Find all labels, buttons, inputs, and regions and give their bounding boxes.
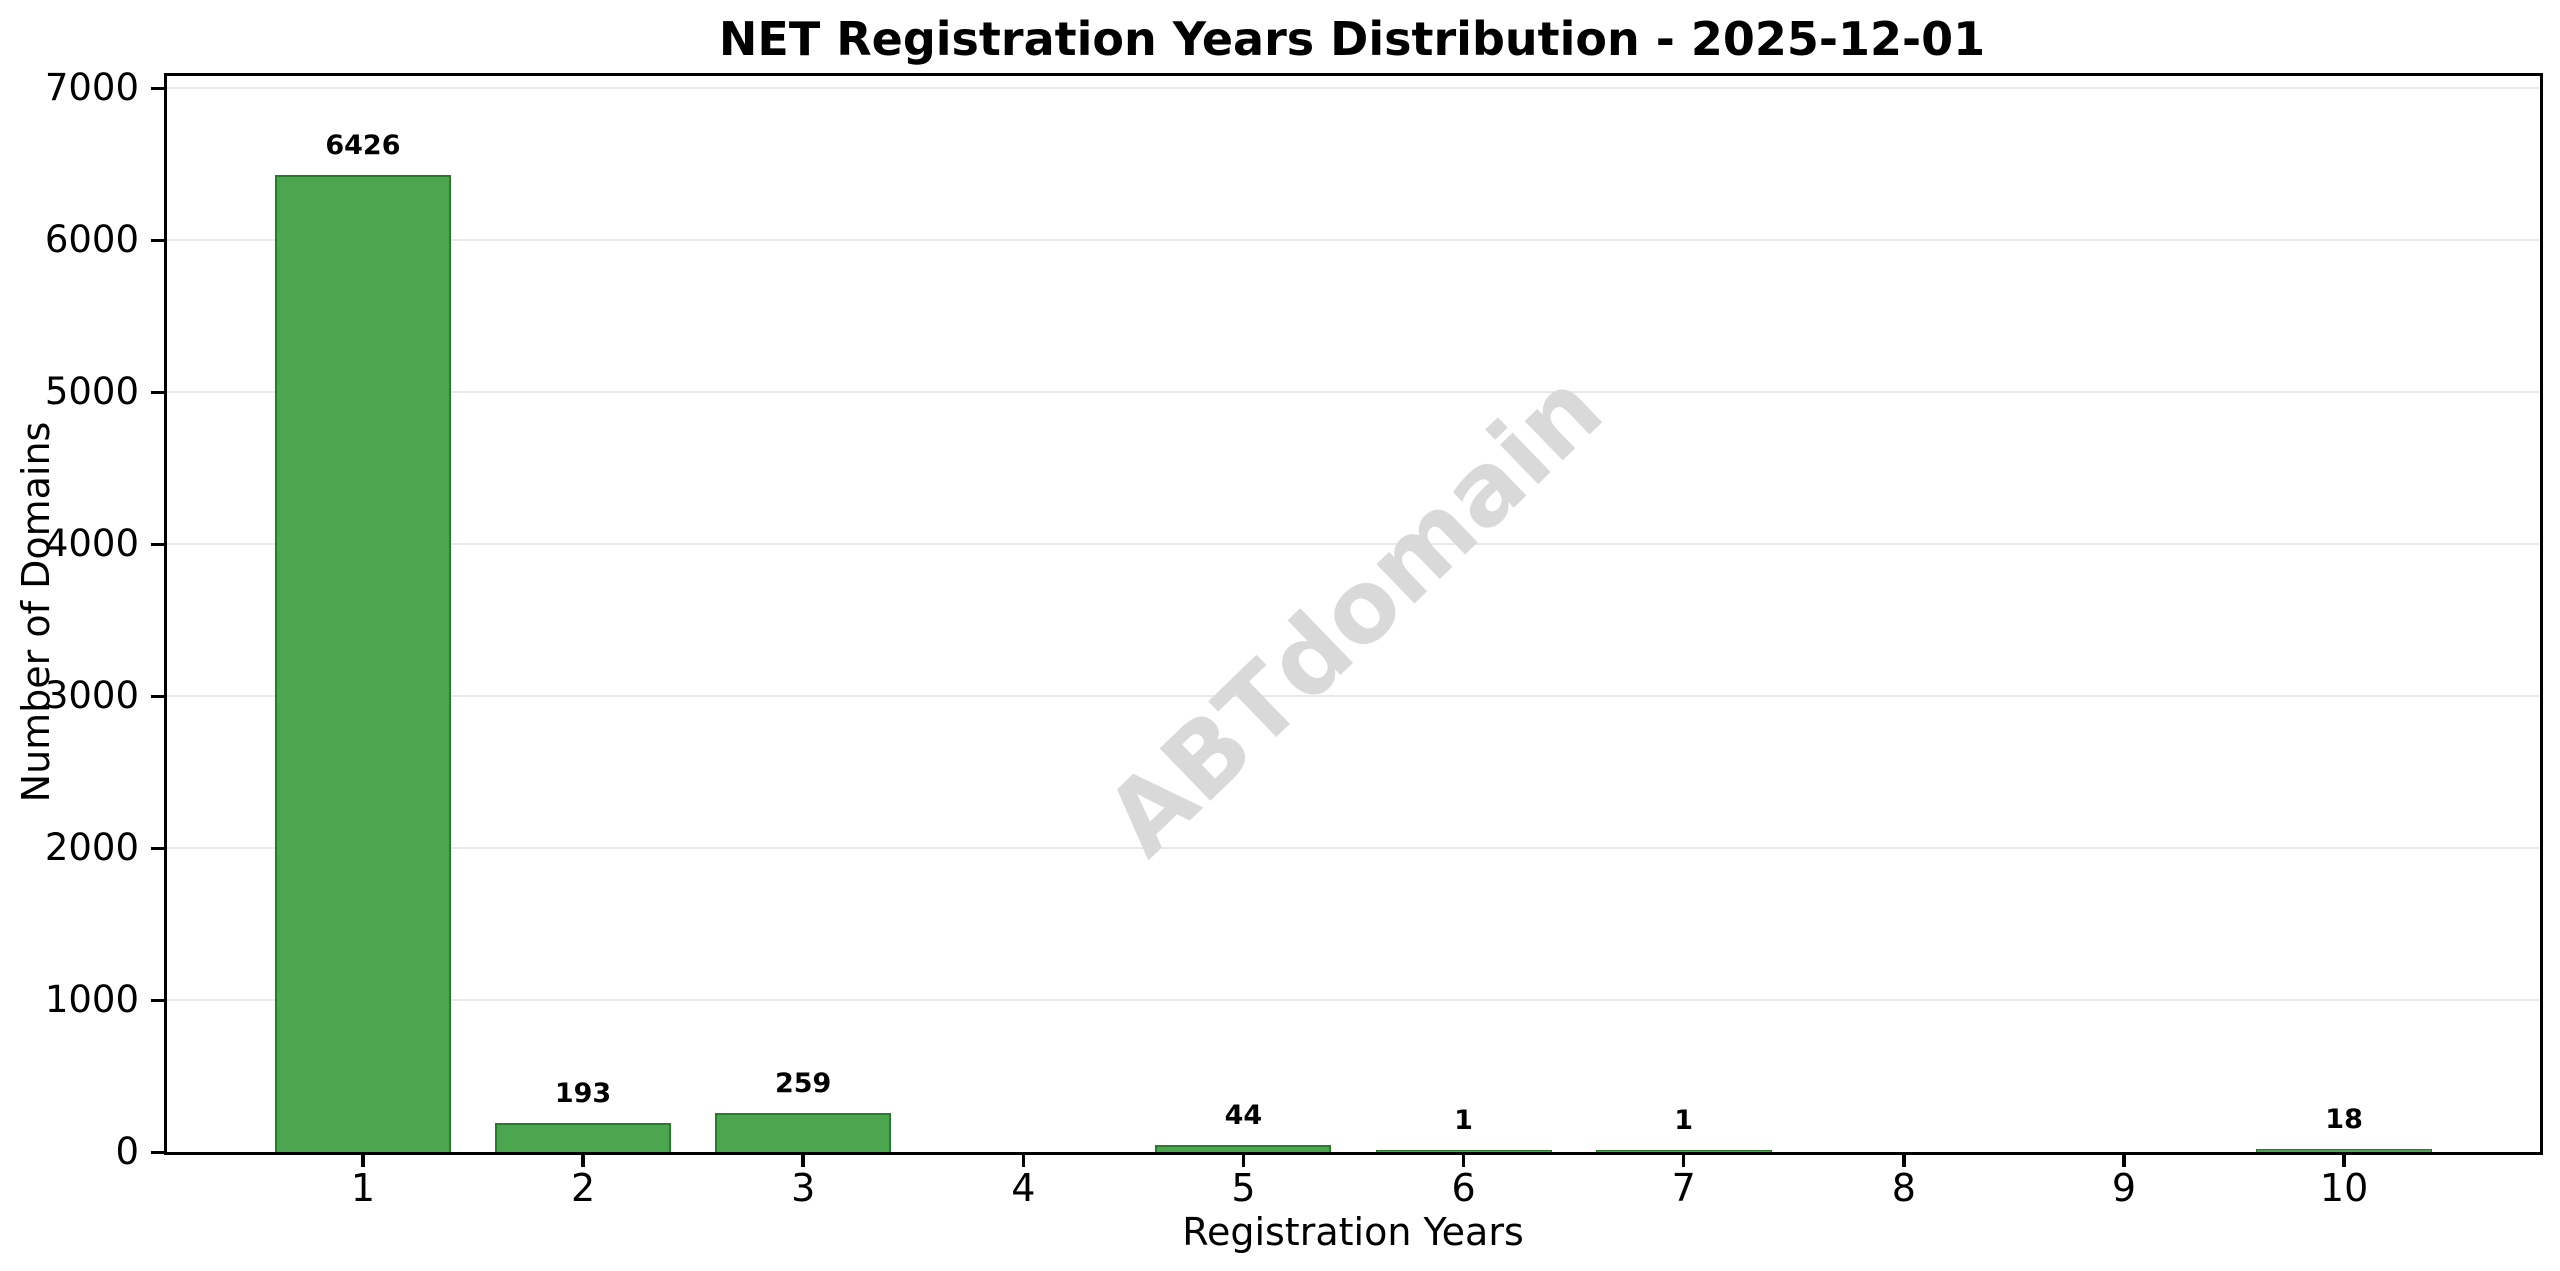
x-tick-label: 8 xyxy=(1891,1166,1916,1210)
bar-value-label: 18 xyxy=(2325,1104,2363,1136)
y-tick-mark xyxy=(151,694,164,698)
x-tick-label: 4 xyxy=(1011,1166,1036,1210)
y-axis-label: Number of Domains xyxy=(14,421,58,803)
y-tick-label: 6000 xyxy=(44,218,139,262)
y-tick-label: 3000 xyxy=(44,674,139,718)
y-tick-mark xyxy=(151,998,164,1002)
x-tick-mark xyxy=(581,1155,585,1167)
x-tick-label: 7 xyxy=(1671,1166,1696,1210)
x-axis-label: Registration Years xyxy=(1182,1210,1524,1254)
x-tick-mark xyxy=(1681,1155,1686,1167)
y-tick-mark xyxy=(151,86,164,90)
x-tick-label: 1 xyxy=(350,1166,375,1210)
y-tick-label: 2000 xyxy=(44,826,139,870)
bar xyxy=(2256,1149,2433,1152)
y-gridline xyxy=(167,87,2540,90)
bar-value-label: 44 xyxy=(1224,1100,1263,1132)
x-tick-mark xyxy=(1461,1155,1466,1167)
x-tick-label: 10 xyxy=(2319,1166,2369,1210)
bar-value-label: 259 xyxy=(774,1067,832,1099)
x-tick-mark xyxy=(2122,1155,2126,1167)
y-tick-label: 0 xyxy=(115,1130,139,1173)
x-tick-mark xyxy=(801,1155,805,1167)
y-tick-label: 1000 xyxy=(44,978,139,1022)
x-tick-mark xyxy=(2342,1155,2346,1167)
x-tick-mark xyxy=(1902,1155,1906,1167)
y-tick-label: 4000 xyxy=(44,522,139,566)
x-tick-label: 2 xyxy=(570,1166,596,1210)
y-tick-mark xyxy=(151,542,164,546)
bar xyxy=(274,175,451,1152)
y-tick-label: 5000 xyxy=(44,370,139,414)
x-tick-mark xyxy=(1021,1155,1026,1167)
x-tick-mark xyxy=(361,1155,365,1167)
watermark-text: ABTdomain xyxy=(1082,349,1625,879)
y-gridline xyxy=(167,999,2540,1002)
y-gridline xyxy=(167,239,2540,242)
bar-value-label: 1 xyxy=(1454,1105,1473,1137)
y-gridline xyxy=(167,543,2540,546)
bar xyxy=(1155,1145,1332,1152)
y-gridline xyxy=(167,695,2540,698)
x-tick-label: 6 xyxy=(1451,1166,1476,1210)
x-tick-mark xyxy=(1241,1155,1246,1167)
bar xyxy=(494,1122,672,1152)
bar xyxy=(1595,1150,1772,1152)
y-tick-mark xyxy=(151,1150,164,1154)
chart-title: NET Registration Years Distribution - 20… xyxy=(718,12,1986,66)
y-tick-mark xyxy=(151,390,164,394)
bar-value-label: 1 xyxy=(1674,1105,1694,1137)
y-gridline xyxy=(167,847,2540,850)
bar xyxy=(1375,1150,1552,1152)
plot-area: ABTdomain 0 1000 2000 3000 4000 5000 6000 7000 6… xyxy=(45,66,2543,1173)
y-tick-label: 7000 xyxy=(44,66,139,110)
bar xyxy=(715,1112,892,1152)
y-tick-mark xyxy=(151,238,164,242)
x-tick-label: 5 xyxy=(1231,1166,1256,1210)
x-tick-label: 3 xyxy=(791,1166,816,1210)
x-tick-label: 9 xyxy=(2111,1166,2137,1210)
bar-value-label: 6426 xyxy=(325,130,401,162)
y-tick-mark xyxy=(151,846,164,850)
y-gridline xyxy=(167,391,2540,394)
bar-value-label: 193 xyxy=(554,1077,612,1109)
